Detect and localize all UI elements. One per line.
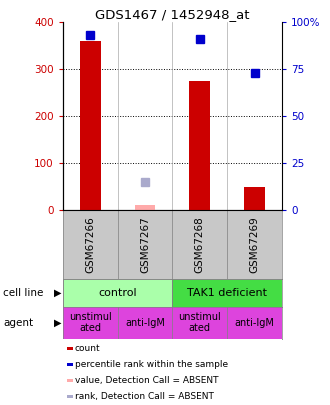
Text: unstimul
ated: unstimul ated xyxy=(179,312,221,333)
Text: GSM67268: GSM67268 xyxy=(195,216,205,273)
Text: count: count xyxy=(75,344,101,353)
Text: TAK1 deficient: TAK1 deficient xyxy=(187,288,267,298)
Bar xyxy=(80,41,101,210)
Text: control: control xyxy=(98,288,137,298)
Bar xyxy=(63,279,172,307)
Text: anti-IgM: anti-IgM xyxy=(235,318,275,328)
Text: anti-IgM: anti-IgM xyxy=(125,318,165,328)
Text: unstimul
ated: unstimul ated xyxy=(69,312,112,333)
Bar xyxy=(67,347,73,350)
Text: ▶: ▶ xyxy=(54,318,61,328)
Text: ▶: ▶ xyxy=(54,288,61,298)
Text: agent: agent xyxy=(3,318,33,328)
Text: cell line: cell line xyxy=(3,288,44,298)
Title: GDS1467 / 1452948_at: GDS1467 / 1452948_at xyxy=(95,8,250,21)
Bar xyxy=(135,205,155,210)
Text: value, Detection Call = ABSENT: value, Detection Call = ABSENT xyxy=(75,376,218,385)
Bar xyxy=(67,363,73,366)
Bar xyxy=(244,187,265,210)
Text: GSM67269: GSM67269 xyxy=(250,216,260,273)
Bar xyxy=(67,395,73,398)
Text: GSM67267: GSM67267 xyxy=(140,216,150,273)
Text: rank, Detection Call = ABSENT: rank, Detection Call = ABSENT xyxy=(75,392,214,401)
Text: GSM67266: GSM67266 xyxy=(85,216,95,273)
Bar xyxy=(189,81,210,210)
Bar xyxy=(172,279,282,307)
Bar xyxy=(67,379,73,382)
Text: percentile rank within the sample: percentile rank within the sample xyxy=(75,360,228,369)
